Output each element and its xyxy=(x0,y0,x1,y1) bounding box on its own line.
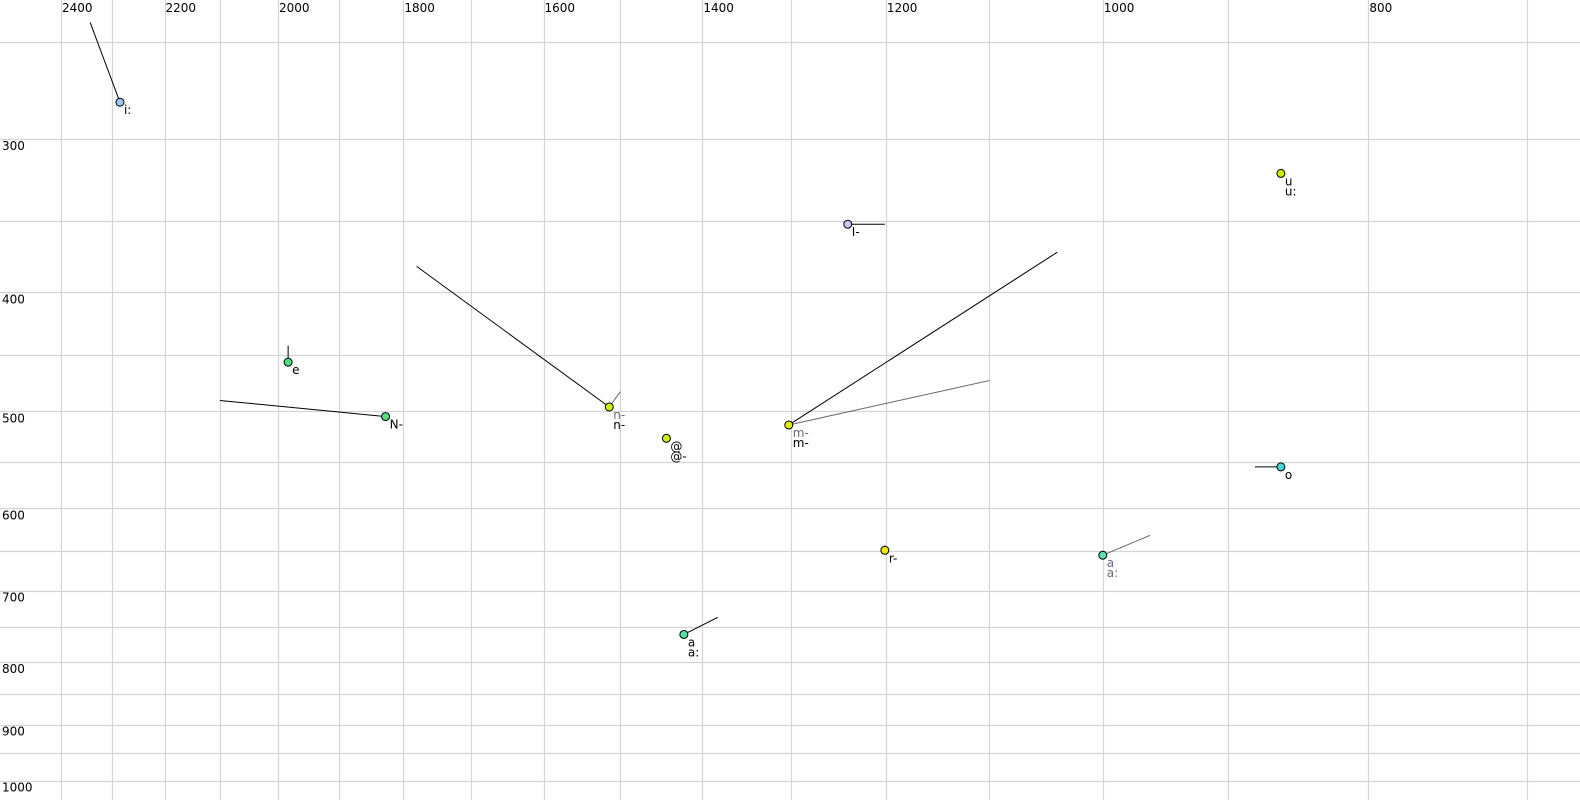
vowel-point xyxy=(283,357,293,367)
vowel-label: I- xyxy=(852,225,860,239)
vowel-label: u: xyxy=(1285,184,1297,198)
y-tick-label: 700 xyxy=(2,591,25,605)
x-tick-label: 1600 xyxy=(545,1,576,15)
formant-trajectory xyxy=(788,251,1058,426)
vowel-point xyxy=(381,412,391,422)
vowel-point-group: i: xyxy=(89,22,131,117)
vowel-label: N- xyxy=(390,418,403,432)
vowel-point-group: @@- xyxy=(661,433,687,463)
y-tick-label: 300 xyxy=(2,139,25,153)
x-tick-label: 1200 xyxy=(887,1,918,15)
vowel-label: m- xyxy=(793,426,809,440)
vowel-point xyxy=(843,219,853,229)
vowel-label: e xyxy=(292,363,299,377)
tick-labels: 2400 2200 2000 1800 1600 1400 1200 1000 800 300 40… xyxy=(2,1,1392,795)
vowel-label: n- xyxy=(613,418,625,432)
vowel-label: r- xyxy=(889,551,898,565)
formant-trajectory xyxy=(416,265,610,408)
vowel-point xyxy=(115,97,125,107)
vowel-label: i: xyxy=(124,103,131,117)
formant-trajectory xyxy=(219,400,386,418)
vowel-point-group: e xyxy=(283,345,300,377)
x-tick-label: 1800 xyxy=(404,1,435,15)
vowel-point xyxy=(880,545,890,555)
vowel-point-group: uu: xyxy=(1276,168,1297,198)
y-tick-label: 600 xyxy=(2,508,25,522)
x-tick-label: 2200 xyxy=(166,1,197,15)
vowel-label: a xyxy=(1107,556,1114,570)
x-tick-label: 1000 xyxy=(1104,1,1135,15)
y-tick-label: 900 xyxy=(2,725,25,739)
vowel-point-group: aa: xyxy=(679,616,719,659)
data-points: i:eN-n-n-@@-m-m-I-uu:or-aa:aa: xyxy=(89,22,1297,659)
vowel-point-group: m-m- xyxy=(784,251,1058,450)
vowel-label: a: xyxy=(1107,566,1118,580)
vowel-point xyxy=(1276,462,1286,472)
vowel-label: n- xyxy=(613,408,625,422)
y-tick-label: 400 xyxy=(2,292,25,306)
vowel-label: a xyxy=(688,635,695,649)
y-tick-label: 800 xyxy=(2,662,25,676)
vowel-label: u xyxy=(1285,174,1293,188)
formant-trajectory-secondary xyxy=(788,380,990,426)
formant-trajectory xyxy=(89,22,121,103)
vowel-label: @ xyxy=(670,439,682,453)
x-tick-label: 1400 xyxy=(703,1,734,15)
vowel-point-group: o xyxy=(1254,462,1292,482)
vowel-point-group: I- xyxy=(843,219,885,239)
vowel-point-group: aa: xyxy=(1098,534,1151,580)
vowel-point-group: n-n- xyxy=(416,265,625,432)
vowel-point xyxy=(679,629,689,639)
formant-trajectory xyxy=(683,616,719,635)
vowel-label: o xyxy=(1285,468,1292,482)
formant-trajectory-secondary xyxy=(1102,534,1151,556)
vowel-label: m- xyxy=(793,436,809,450)
x-tick-label: 800 xyxy=(1369,1,1392,15)
y-tick-label: 500 xyxy=(2,411,25,425)
x-tick-label: 2000 xyxy=(279,1,310,15)
vowel-point xyxy=(1098,550,1108,560)
vowel-label: @- xyxy=(670,449,686,463)
vowel-point-group: N- xyxy=(219,400,403,432)
vowel-point-group: r- xyxy=(880,545,898,565)
x-tick-label: 2400 xyxy=(62,1,93,15)
vowel-point xyxy=(1276,168,1286,178)
y-tick-label: 1000 xyxy=(2,781,33,795)
vowel-point xyxy=(604,402,614,412)
vowel-point xyxy=(784,420,794,430)
vowel-label: a: xyxy=(688,645,699,659)
vowel-point xyxy=(661,433,671,443)
